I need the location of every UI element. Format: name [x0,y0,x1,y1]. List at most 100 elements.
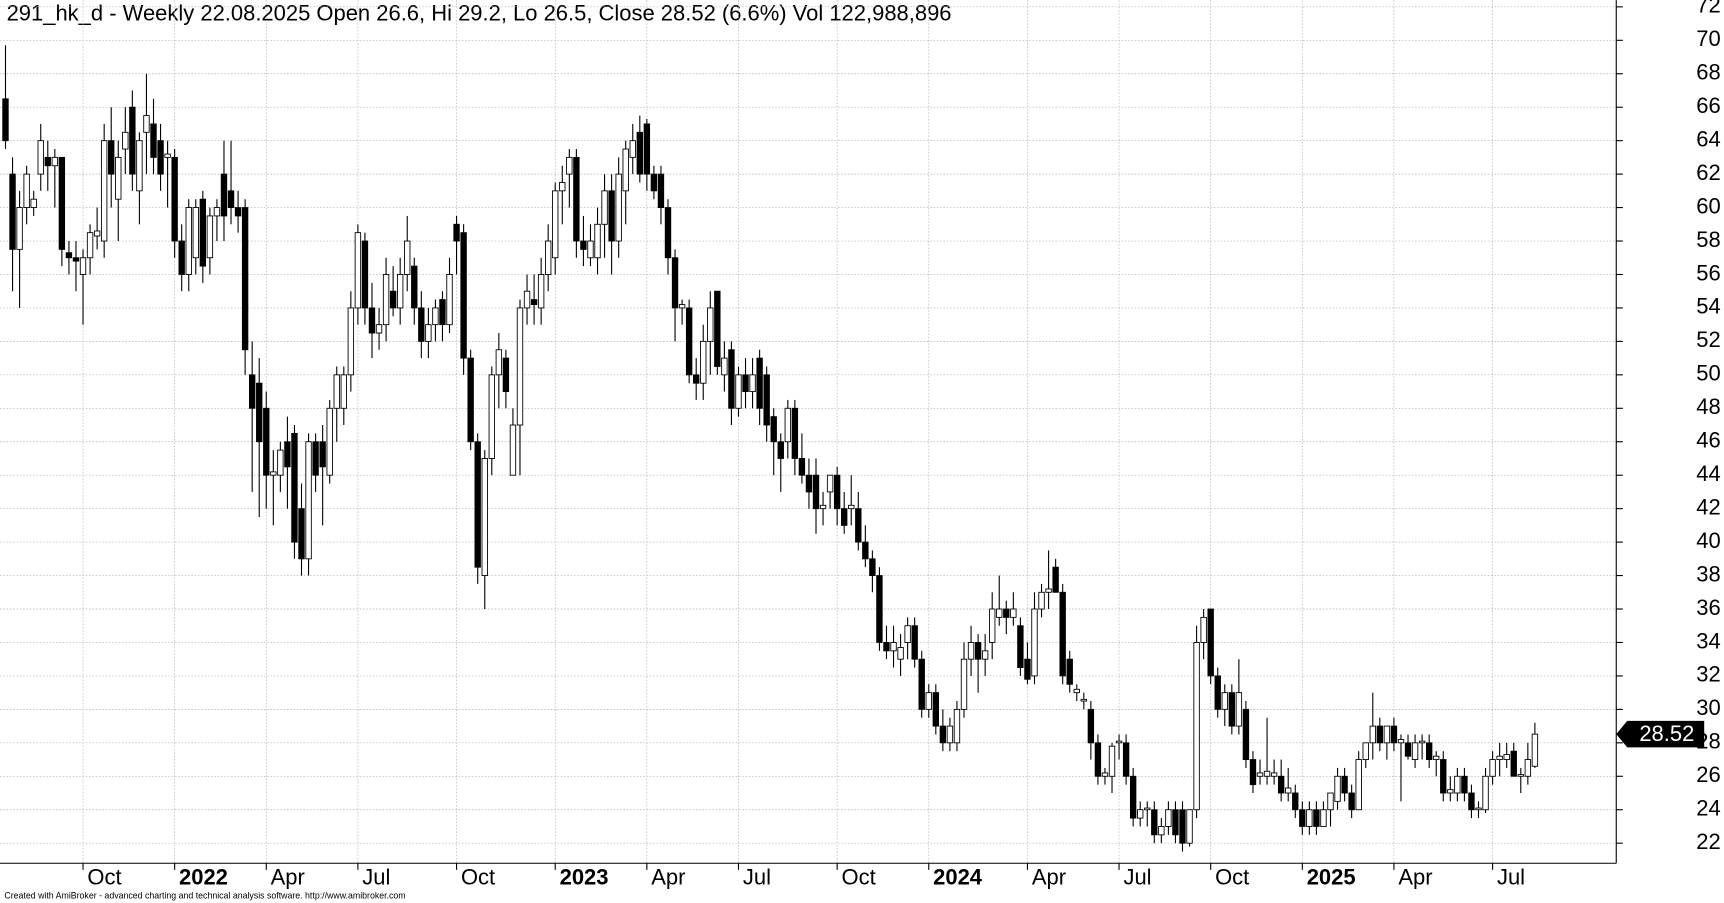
y-tick-label: 24 [1696,796,1720,821]
candle-body [157,140,164,175]
candle-body [989,608,996,643]
candle-body [1517,774,1524,777]
candle-body [93,230,101,237]
candle-body [967,642,975,660]
candle-body [1292,792,1299,811]
x-tick-label: Jul [362,864,390,889]
candle-body [1482,775,1489,811]
candle-body [1122,742,1130,777]
candle-body [622,148,629,192]
candle-body [911,625,918,660]
candle-body [1411,742,1419,760]
y-tick-label: 72 [1696,0,1720,18]
x-tick-label: Oct [842,864,876,889]
candle-body [206,215,214,259]
y-tick-label: 64 [1696,126,1720,151]
candle-body [714,290,721,367]
candle-body [1404,742,1412,757]
candle-body [700,340,707,384]
candle-body [1256,772,1264,777]
candle-body [298,508,305,560]
candle-body [425,324,432,342]
footer: Created with AmiBroker - advanced charti… [4,891,405,901]
candle-body [587,240,594,259]
candle-body [368,307,376,334]
candle-body [199,198,207,267]
y-tick-label: 22 [1696,829,1720,854]
candle-body [523,290,531,309]
candle-body [220,173,228,217]
candle-body [44,156,51,167]
candle-body [777,441,784,459]
candle-body [932,692,940,727]
candle-body [707,307,714,342]
candle-body [432,307,439,326]
y-tick-label: 42 [1696,494,1720,519]
candle-body [728,349,735,409]
candle-body [580,240,587,250]
candle-body [1024,658,1031,680]
candle-body [1151,809,1158,836]
candle-body [192,207,199,259]
y-tick-label: 54 [1696,294,1720,319]
candle-body [347,307,355,376]
candle-body [1348,792,1355,811]
candle-body [446,274,453,326]
candle-body [573,156,580,242]
candle-body [1137,809,1144,819]
candle-body [1425,742,1433,760]
candle-body [122,131,129,150]
candle-body [234,207,242,217]
candle-body [136,140,143,192]
candle-body [1285,787,1292,794]
x-tick-label: Jul [1497,864,1525,889]
candle-body [404,240,411,275]
candle-body [1101,772,1109,777]
candle-body [227,190,235,209]
candle-body [1383,725,1391,744]
candle-body [263,407,270,476]
candle-body [86,232,94,259]
y-tick-label: 68 [1696,60,1720,85]
candle-body [552,190,559,259]
candle-body [657,173,665,209]
candle-body [319,441,326,468]
candle-body [1017,625,1024,668]
candle-body [629,140,636,158]
candle-body [615,173,622,242]
candle-body [1510,750,1517,777]
candle-body [241,207,249,351]
candle-body [1489,759,1496,777]
candle-body [16,207,23,250]
candle-body [1200,616,1207,643]
candle-body [1475,807,1482,811]
x-tick-label: Oct [87,864,121,889]
candle-body [862,541,869,560]
candle-body [72,257,80,262]
y-tick-label: 34 [1696,628,1720,653]
candle-body [1362,742,1369,760]
candle-body [1263,770,1271,777]
candle-body [411,265,418,309]
candle-body [1094,742,1102,777]
candle-body [51,156,59,167]
x-tick-label: Apr [271,864,305,889]
candle-body [79,257,87,275]
candle-body [1327,792,1334,811]
candle-body [1454,775,1461,794]
candle-body [382,274,390,326]
candle-body [1129,775,1137,819]
candle-body [1003,608,1010,618]
candle-body [826,474,834,493]
candle-body [502,357,510,393]
x-tick-label: Oct [1215,864,1249,889]
candle-body [763,374,770,426]
candle-body [1433,755,1440,760]
candle-body [791,407,799,459]
y-tick-label: 38 [1696,561,1720,586]
candle-body [467,357,474,443]
x-tick-label: Apr [1398,864,1432,889]
candle-body [333,374,340,409]
